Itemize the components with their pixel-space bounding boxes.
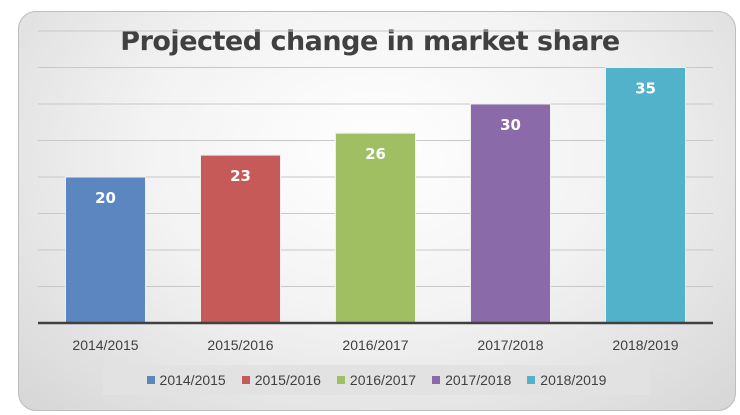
bar-2014/2015 [65,176,146,324]
legend-swatch [241,376,250,384]
bar-2017/2018 [470,103,551,324]
legend-label: 2018/2019 [540,372,607,388]
bar-2018/2019 [605,67,686,324]
data-label: 26 [365,145,386,163]
data-label: 30 [500,116,521,134]
x-tick-label: 2014/2015 [72,337,138,353]
legend-swatch [527,376,536,384]
legend-item: 2017/2018 [432,372,511,388]
x-tick-label: 2016/2017 [342,337,408,353]
data-label: 23 [230,167,251,185]
legend-swatch [146,376,155,384]
x-tick-label: 2015/2016 [207,337,273,353]
legend-item: 2015/2016 [241,372,321,388]
legend-label: 2014/2015 [159,372,226,388]
legend-item: 2018/2019 [527,372,606,388]
bar-2016/2017 [335,132,416,324]
legend-item: 2016/2017 [336,372,417,388]
legend-swatch [432,376,441,384]
legend-item: 2014/2015 [146,372,226,388]
legend-swatch [336,376,345,384]
legend-label: 2017/2018 [445,372,512,388]
legend: 2014/2015 2015/2016 2016/2017 2017/2018 2018… [103,365,650,395]
data-label: 20 [95,189,116,207]
legend-label: 2016/2017 [349,372,417,388]
data-label: 35 [635,80,656,98]
x-tick-label: 2017/2018 [477,337,543,353]
x-tick-label: 2018/2019 [612,337,678,353]
bar-2015/2016 [200,154,281,324]
legend-label: 2015/2016 [254,372,321,388]
